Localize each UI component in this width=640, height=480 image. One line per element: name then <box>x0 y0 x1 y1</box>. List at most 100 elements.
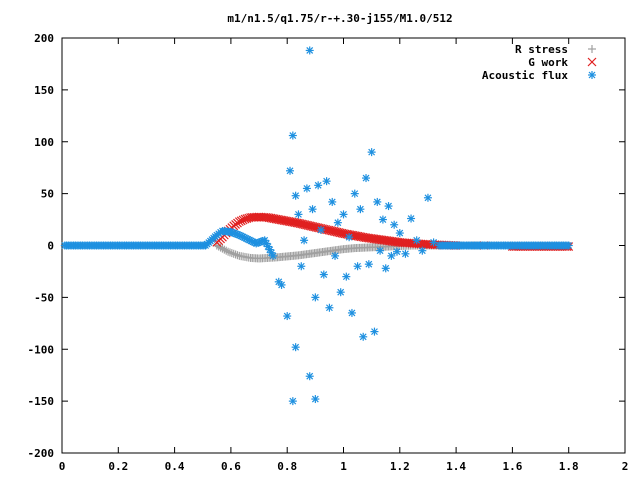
x-tick-label: 0.6 <box>221 460 241 473</box>
data-point <box>387 251 396 260</box>
data-point <box>345 233 354 242</box>
x-tick-label: 1.4 <box>446 460 466 473</box>
x-tick-label: 0.8 <box>277 460 297 473</box>
data-point <box>412 236 421 245</box>
data-point <box>236 216 246 226</box>
x-tick-label: 1.2 <box>390 460 410 473</box>
data-point <box>429 238 438 247</box>
x-tick-label: 1.6 <box>502 460 522 473</box>
data-point <box>288 397 297 406</box>
data-point <box>316 225 325 234</box>
data-point <box>319 270 328 279</box>
data-point <box>231 250 240 259</box>
x-tick-label: 1.8 <box>559 460 579 473</box>
data-point <box>328 197 337 206</box>
x-tick-label: 0.4 <box>165 460 185 473</box>
data-point <box>401 249 410 258</box>
data-point <box>239 252 248 261</box>
data-point <box>308 205 317 214</box>
x-tick-label: 0.2 <box>108 460 128 473</box>
data-point <box>300 236 309 245</box>
data-point <box>364 260 373 269</box>
series-star <box>60 46 573 406</box>
data-point <box>283 312 292 321</box>
x-tick-label: 1 <box>340 460 347 473</box>
x-tick-label: 0 <box>59 460 66 473</box>
y-tick-label: 0 <box>47 240 54 253</box>
data-point <box>356 205 365 214</box>
data-point <box>277 280 286 289</box>
data-point <box>297 262 306 271</box>
legend-marker <box>588 71 596 79</box>
y-tick-label: -50 <box>34 291 54 304</box>
data-point <box>370 327 379 336</box>
data-point <box>220 245 229 254</box>
data-point <box>423 193 432 202</box>
data-point <box>288 131 297 140</box>
y-tick-label: -150 <box>28 395 55 408</box>
data-point <box>378 215 387 224</box>
data-point <box>311 293 320 302</box>
data-point <box>233 251 242 260</box>
data-point <box>350 189 359 198</box>
data-point <box>294 210 303 219</box>
data-point <box>418 239 428 249</box>
y-tick-label: 100 <box>34 136 54 149</box>
legend-label: G work <box>528 56 568 69</box>
data-point <box>267 248 276 257</box>
data-point <box>229 249 238 258</box>
legend-label: Acoustic flux <box>482 69 568 82</box>
data-point <box>359 332 368 341</box>
chart-title: m1/n1.5/q1.75/r-+.30-j155/M1.0/512 <box>227 12 452 25</box>
data-point <box>339 210 348 219</box>
data-point <box>333 218 342 227</box>
data-point <box>286 166 295 175</box>
data-point <box>384 202 393 211</box>
data-point <box>362 174 371 183</box>
data-point <box>225 248 234 257</box>
data-point <box>227 249 236 258</box>
data-point <box>249 212 259 222</box>
legend-marker <box>588 45 596 53</box>
data-point <box>562 241 571 250</box>
data-point <box>311 395 320 404</box>
data-point <box>407 214 416 223</box>
data-point <box>322 177 331 186</box>
axis-ticks: 0 0.2 0.4 0.6 0.8 1 1.2 1.4 1.6 1.8 2 -200 -150 -100 -… <box>28 32 629 473</box>
data-point <box>302 184 311 193</box>
data-point <box>291 343 300 352</box>
data-point <box>331 251 340 260</box>
data-point <box>404 238 414 248</box>
y-tick-label: 50 <box>41 188 54 201</box>
y-tick-label: -200 <box>28 447 55 460</box>
legend-marker <box>587 57 597 67</box>
y-tick-label: 200 <box>34 32 54 45</box>
x-tick-label: 2 <box>622 460 629 473</box>
y-tick-label: 150 <box>34 84 54 97</box>
data-point <box>222 246 231 255</box>
data-point <box>305 372 314 381</box>
data-point <box>367 148 376 157</box>
legend-label: R stress <box>515 43 568 56</box>
data-series <box>60 46 574 406</box>
data-point <box>291 191 300 200</box>
data-point <box>392 247 401 256</box>
y-tick-label: -100 <box>28 343 55 356</box>
data-point <box>314 181 323 190</box>
data-point <box>418 246 427 255</box>
data-point <box>390 220 399 229</box>
data-point <box>305 46 314 55</box>
data-point <box>395 229 404 238</box>
data-point <box>242 214 252 223</box>
data-point <box>353 262 362 271</box>
data-point <box>342 272 351 281</box>
data-point <box>336 288 345 297</box>
data-point <box>325 303 334 312</box>
data-point <box>347 308 356 317</box>
data-point <box>373 197 382 206</box>
data-point <box>376 246 385 255</box>
data-point <box>381 264 390 273</box>
